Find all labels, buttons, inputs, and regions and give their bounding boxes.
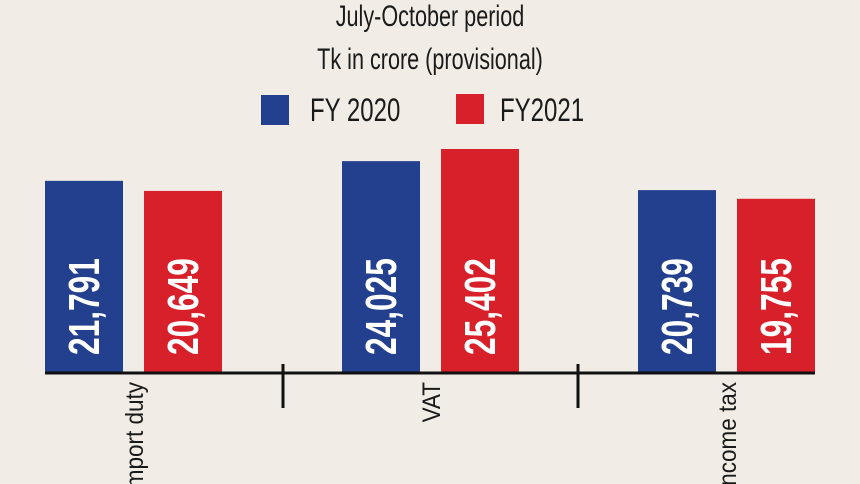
bar-value-label: 24,025 — [357, 258, 406, 355]
bar-vat-1 — [441, 149, 519, 373]
chart-title: July-October period — [335, 0, 525, 33]
legend-swatch-fy2020 — [261, 95, 289, 125]
bar-value-label: 25,402 — [456, 258, 505, 355]
bar-value-label: 19,755 — [752, 258, 801, 355]
bar-value-label: 20,739 — [653, 258, 702, 355]
category-label: Income tax — [714, 382, 742, 484]
bar-income-tax-0 — [638, 190, 716, 373]
legend-swatch-fy2021 — [456, 94, 484, 124]
category-label: VAT — [418, 382, 446, 422]
bar-income-tax-1 — [737, 198, 815, 373]
bar-vat-0 — [342, 161, 420, 373]
legend-label-fy2020: FY 2020 — [310, 92, 401, 128]
bar-value-label: 20,649 — [159, 258, 208, 355]
chart-subtitle: Tk in crore (provisional) — [317, 43, 543, 76]
bar-value-label: 21,791 — [60, 258, 109, 355]
bar-import-duty-1 — [144, 190, 222, 373]
bar-import-duty-0 — [45, 180, 123, 373]
category-label: Import duty — [121, 382, 149, 484]
legend-label-fy2021: FY2021 — [500, 92, 585, 128]
